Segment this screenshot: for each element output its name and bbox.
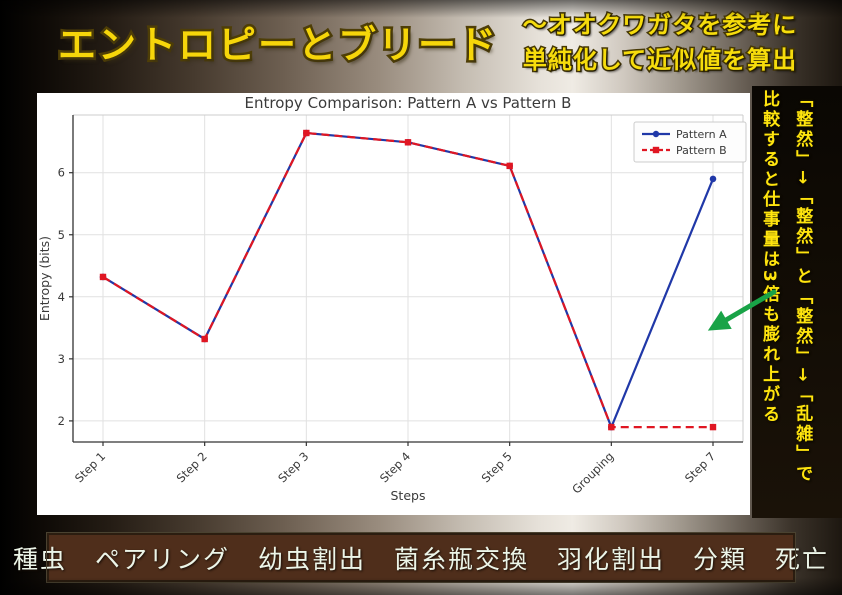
stage-label-eclosion: 羽化割出: [557, 544, 666, 574]
stage-label-death: 死亡: [775, 544, 830, 574]
entropy-chart-figure: 2 3 4 5 6 Step 1 Step 2 Step 3 Step 4 Step 5 Group…: [37, 93, 750, 515]
page-title: エントロピーとブリード: [55, 21, 499, 70]
x-tick-label: Step 1: [72, 449, 108, 485]
legend-label: Pattern A: [676, 128, 727, 141]
legend-label: Pattern B: [676, 144, 727, 157]
subtitle-line-1: 〜オオクワガタを参考に: [521, 10, 798, 41]
stage-label-pairing: ペアリング: [94, 544, 230, 574]
y-tick-label: 3: [58, 352, 65, 366]
x-tick-label: Step 7: [682, 449, 718, 485]
subtitle-line-2: 単純化して近似値を算出: [521, 44, 798, 75]
stage-label-seed: 種虫: [12, 544, 67, 574]
y-tick-label: 5: [58, 228, 65, 242]
entropy-chart: 2 3 4 5 6 Step 1 Step 2 Step 3 Step 4 Step 5 Group…: [37, 94, 747, 503]
x-axis-label: Steps: [391, 488, 426, 503]
y-axis-label: Entropy (bits): [37, 236, 52, 321]
x-tick-label: Step 3: [275, 449, 311, 485]
stage-label-larva: 幼虫割出: [257, 544, 366, 574]
stage-label-bottle: 菌糸瓶交換: [394, 544, 530, 574]
x-tick-label: Step 5: [479, 449, 515, 485]
bottom-stage-bar: 種虫 ペアリング 幼虫割出 菌糸瓶交換 羽化割出 分類 死亡: [13, 532, 827, 583]
stage-label-sorting: 分類: [693, 544, 748, 574]
x-tick-label: Step 2: [174, 449, 210, 485]
green-arrow-icon: [686, 282, 786, 344]
legend: Pattern A Pattern B: [633, 121, 747, 163]
side-note-line-1: 「整然」→「整然」と「整然」→「乱雑」で: [792, 90, 813, 485]
gridlines: [73, 115, 743, 442]
x-tick-label: Grouping: [569, 449, 616, 496]
tick-labels: 2 3 4 5 6 Step 1 Step 2 Step 3 Step 4 Step 5 Group…: [58, 166, 718, 497]
chart-title: Entropy Comparison: Pattern A vs Pattern…: [245, 94, 572, 112]
y-tick-label: 6: [58, 166, 65, 180]
x-tick-label: Step 4: [377, 449, 413, 485]
subtitle: 〜オオクワガタを参考に 単純化して近似値を算出: [492, 8, 828, 78]
y-tick-label: 2: [58, 414, 65, 428]
y-tick-label: 4: [58, 290, 65, 304]
